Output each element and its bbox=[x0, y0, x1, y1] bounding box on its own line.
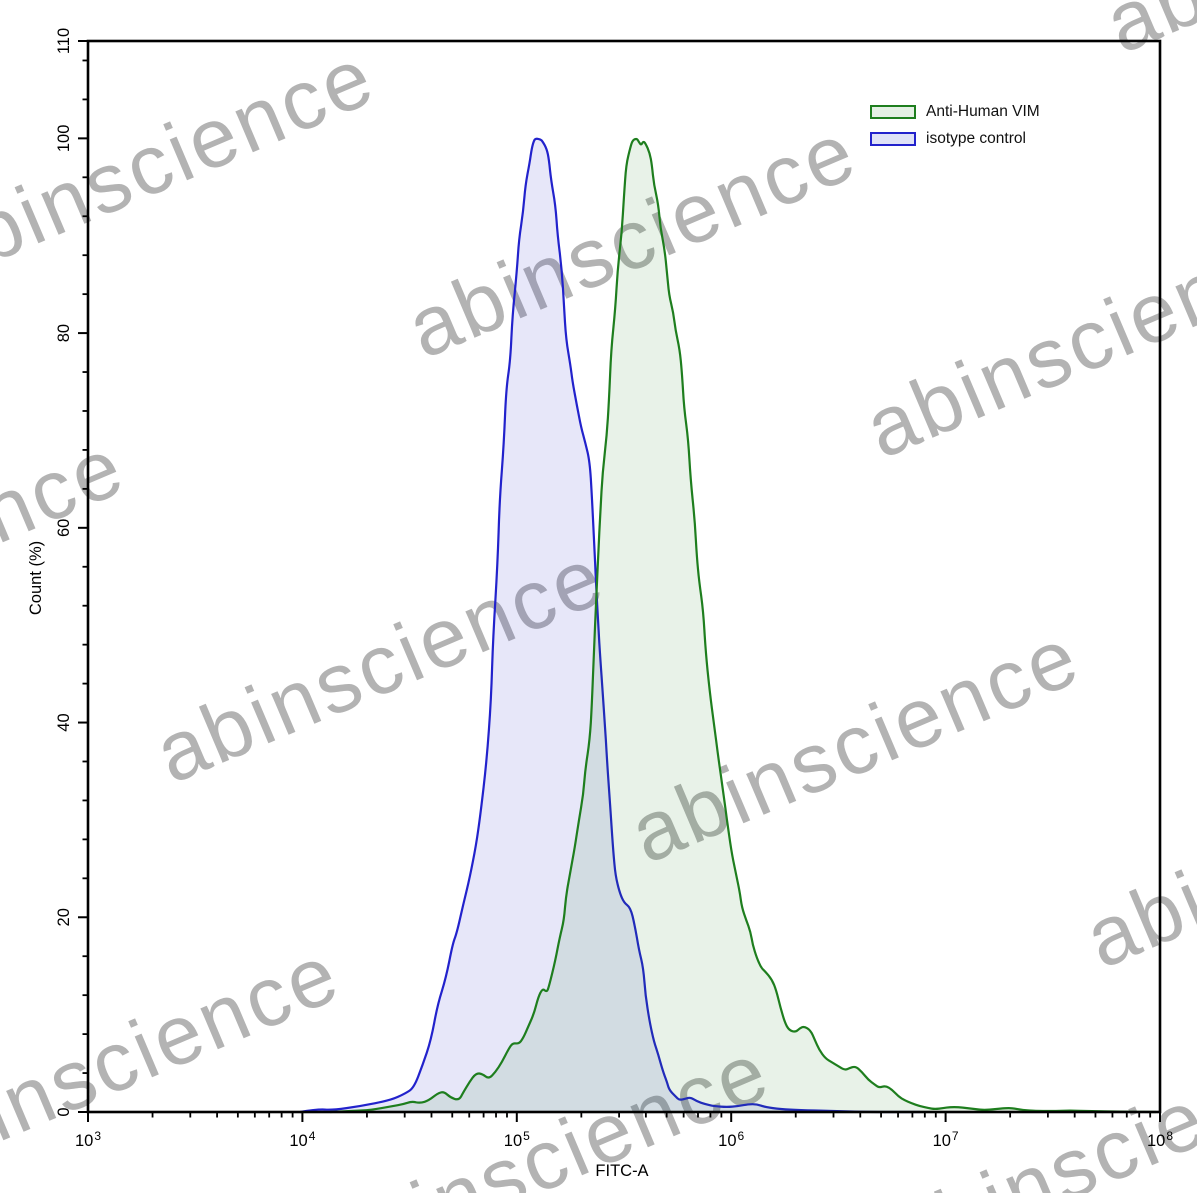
legend-swatch-blue bbox=[870, 131, 916, 146]
y-tick-label: 80 bbox=[55, 324, 73, 342]
x-axis-title: FITC-A bbox=[595, 1162, 648, 1180]
legend-item-anti-human-vim: Anti-Human VIM bbox=[870, 98, 1040, 125]
series-line-anti-human-vim bbox=[329, 137, 1157, 1114]
x-tick-label: 104 bbox=[289, 1129, 315, 1150]
legend: Anti-Human VIM isotype control bbox=[870, 98, 1040, 152]
series-line-isotype-control bbox=[299, 137, 921, 1114]
legend-swatch-green bbox=[870, 104, 916, 119]
x-tick-exponent: 7 bbox=[952, 1129, 959, 1143]
y-tick-label: 40 bbox=[55, 713, 73, 731]
series-fill-anti-human-vim bbox=[330, 139, 1156, 1112]
x-tick-label: 106 bbox=[718, 1129, 744, 1150]
legend-label-isotype-control: isotype control bbox=[926, 129, 1026, 147]
x-tick-label: 107 bbox=[933, 1129, 959, 1150]
x-tick-exponent: 5 bbox=[523, 1129, 530, 1143]
y-tick-label: 20 bbox=[55, 908, 73, 926]
y-tick-label: 110 bbox=[55, 28, 73, 54]
x-tick-exponent: 4 bbox=[309, 1129, 316, 1143]
x-tick-exponent: 3 bbox=[94, 1129, 101, 1143]
x-tick-label: 108 bbox=[1147, 1129, 1173, 1150]
plot-border bbox=[86, 39, 1162, 1114]
x-tick-label: 103 bbox=[75, 1129, 101, 1150]
y-axis-title: Count (%) bbox=[27, 541, 45, 615]
legend-label-anti-human-vim: Anti-Human VIM bbox=[926, 102, 1040, 120]
y-tick-label: 100 bbox=[55, 125, 73, 153]
series-fill-isotype-control bbox=[300, 138, 920, 1112]
x-tick-exponent: 8 bbox=[1166, 1129, 1173, 1143]
x-tick-label: 105 bbox=[504, 1129, 530, 1150]
x-tick-exponent: 6 bbox=[738, 1129, 745, 1143]
y-tick-label: 60 bbox=[55, 519, 73, 537]
y-tick-label: 0 bbox=[55, 1107, 73, 1116]
legend-item-isotype-control: isotype control bbox=[870, 125, 1040, 152]
